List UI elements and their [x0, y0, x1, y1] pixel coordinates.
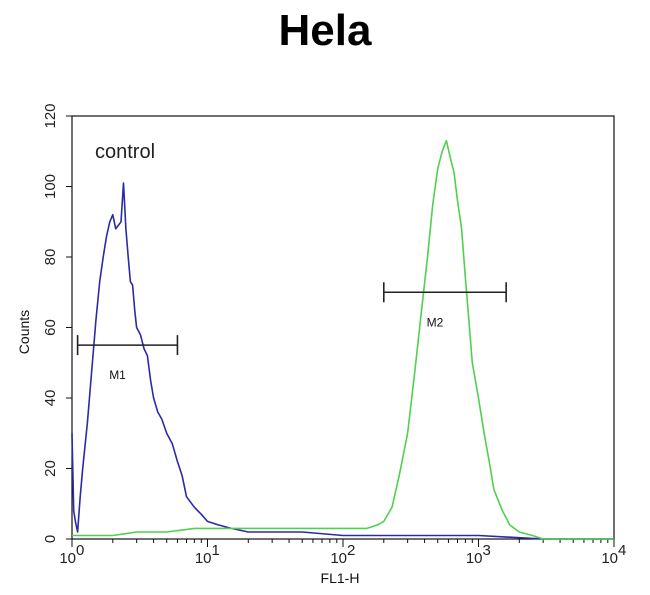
x-tick-exponent: 2: [347, 542, 355, 559]
y-tick-label: 0: [42, 535, 59, 543]
x-tick-label: 10: [466, 550, 483, 567]
x-axis-title: FL1-H: [321, 570, 360, 586]
y-tick-label: 60: [42, 319, 59, 336]
control-histogram-line: [71, 182, 614, 540]
x-tick-label: 10: [601, 550, 618, 567]
sample-histogram-line: [72, 139, 614, 540]
marker-gate-label: M2: [427, 315, 444, 329]
x-tick-exponent: 3: [483, 542, 491, 559]
y-tick-label: 20: [42, 460, 59, 477]
plot-frame: [71, 115, 615, 540]
x-tick-label: 10: [330, 550, 347, 567]
y-tick-label: 40: [42, 390, 59, 407]
control-annotation: control: [95, 141, 155, 163]
x-tick-exponent: 0: [76, 542, 84, 559]
y-axis-title: Counts: [16, 310, 32, 354]
x-tick-exponent: 4: [618, 542, 626, 559]
y-tick-label: 100: [42, 174, 59, 199]
x-tick-label: 10: [59, 550, 76, 567]
x-tick-label: 10: [195, 550, 212, 567]
x-tick-exponent: 1: [212, 542, 220, 559]
chart-title: Hela: [278, 6, 372, 55]
y-tick-label: 80: [42, 249, 59, 266]
y-tick-label: 120: [42, 103, 59, 128]
marker-gate-label: M1: [109, 368, 126, 382]
